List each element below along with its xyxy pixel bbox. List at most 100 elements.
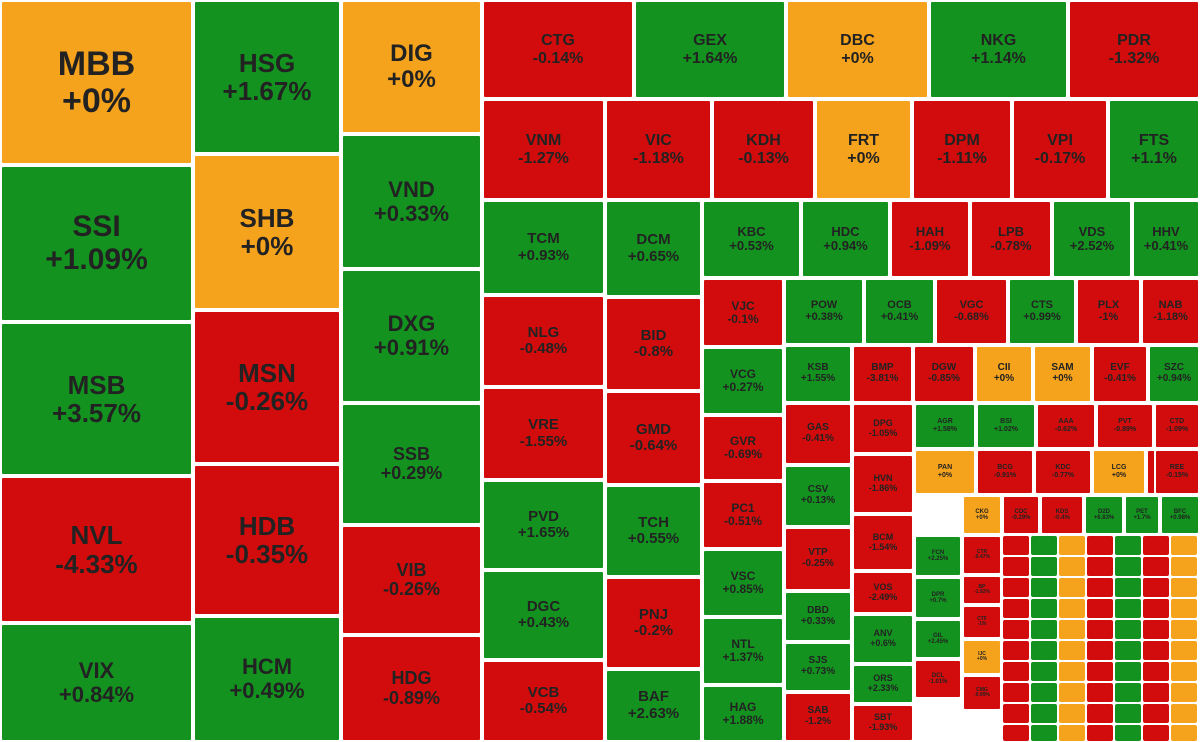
minor-tile[interactable] xyxy=(1142,619,1170,640)
minor-tile[interactable] xyxy=(1086,556,1114,577)
tile-vix[interactable]: VIX +0.84% xyxy=(0,623,193,742)
minor-tile[interactable] xyxy=(1142,598,1170,619)
tile-ctr[interactable]: CTR -0.47% xyxy=(962,535,1002,575)
minor-tile[interactable] xyxy=(1002,640,1030,661)
minor-tile[interactable] xyxy=(1002,682,1030,703)
tile-pnj[interactable]: PNJ -0.2% xyxy=(605,577,702,669)
minor-tile[interactable] xyxy=(1142,682,1170,703)
minor-tile[interactable] xyxy=(1086,598,1114,619)
minor-tile[interactable] xyxy=(1086,535,1114,556)
tile-dig[interactable]: DIG +0% xyxy=(341,0,482,134)
tile-hcm[interactable]: HCM +0.49% xyxy=(193,616,341,742)
tile-vtp[interactable]: VTP -0.25% xyxy=(784,527,852,591)
tile-kdh[interactable]: KDH -0.13% xyxy=(712,99,815,200)
tile-kds[interactable]: KDS -0.4% xyxy=(1040,495,1084,535)
tile-nab[interactable]: NAB -1.18% xyxy=(1141,278,1200,345)
minor-tile[interactable] xyxy=(1058,619,1086,640)
tile-aaa[interactable]: AAA -0.62% xyxy=(1036,403,1096,449)
tile-fcn[interactable]: FCN +2.25% xyxy=(914,535,962,577)
tile-nkg[interactable]: NKG +1.14% xyxy=(929,0,1068,99)
minor-tile[interactable] xyxy=(1086,703,1114,724)
tile-bsi[interactable]: BSI +1.02% xyxy=(976,403,1036,449)
tile-shb[interactable]: SHB +0% xyxy=(193,154,341,310)
tile-cii[interactable]: CII +0% xyxy=(975,345,1033,403)
minor-tile[interactable] xyxy=(1058,577,1086,598)
minor-tile[interactable] xyxy=(1086,577,1114,598)
tile-hdb[interactable]: HDB -0.35% xyxy=(193,464,341,616)
tile-sjs[interactable]: SJS +0.73% xyxy=(784,642,852,692)
tile-sam[interactable]: SAM +0% xyxy=(1033,345,1092,403)
tile-vds[interactable]: VDS +2.52% xyxy=(1052,200,1132,278)
minor-tile[interactable] xyxy=(1058,661,1086,682)
tile-agr[interactable]: AGR +1.58% xyxy=(914,403,976,449)
tile-ctg[interactable]: CTG -0.14% xyxy=(482,0,634,99)
tile-ckg[interactable]: CKG +0% xyxy=(962,495,1002,535)
tile-frt[interactable]: FRT +0% xyxy=(815,99,912,200)
minor-tile[interactable] xyxy=(1002,556,1030,577)
minor-tile[interactable] xyxy=(1142,640,1170,661)
tile-anv[interactable]: ANV +0.6% xyxy=(852,614,914,664)
tile-dcm[interactable]: DCM +0.65% xyxy=(605,200,702,297)
tile-mbb[interactable]: MBB +0% xyxy=(0,0,193,165)
minor-tile[interactable] xyxy=(1058,703,1086,724)
minor-tile[interactable] xyxy=(1114,598,1142,619)
minor-tile[interactable] xyxy=(1170,640,1198,661)
tile-hhv[interactable]: HHV +0.41% xyxy=(1132,200,1200,278)
minor-tile[interactable] xyxy=(1058,640,1086,661)
minor-tile[interactable] xyxy=(1086,661,1114,682)
minor-tile[interactable] xyxy=(1114,703,1142,724)
minor-tile[interactable] xyxy=(1170,577,1198,598)
minor-tile[interactable] xyxy=(1114,577,1142,598)
minor-tile[interactable] xyxy=(1058,556,1086,577)
tile-sab[interactable]: SAB -1.2% xyxy=(784,692,852,742)
minor-tile[interactable] xyxy=(1114,640,1142,661)
minor-tile[interactable] xyxy=(1142,703,1170,724)
tile-baf[interactable]: BAF +2.63% xyxy=(605,669,702,742)
minor-tile[interactable] xyxy=(1170,619,1198,640)
minor-tile[interactable] xyxy=(1058,598,1086,619)
tile-ctd[interactable]: CTD -1.09% xyxy=(1154,403,1200,449)
minor-tile[interactable] xyxy=(1030,598,1058,619)
minor-tile[interactable] xyxy=(1002,577,1030,598)
minor-tile[interactable] xyxy=(1142,661,1170,682)
tile-ntl[interactable]: NTL +1.37% xyxy=(702,617,784,685)
tile-vpi[interactable]: VPI -0.17% xyxy=(1012,99,1108,200)
minor-tile[interactable] xyxy=(1030,556,1058,577)
tile-hdg[interactable]: HDG -0.89% xyxy=(341,635,482,742)
tile-ksb[interactable]: KSB +1.55% xyxy=(784,345,852,403)
minor-tile[interactable] xyxy=(1086,682,1114,703)
tile-cts[interactable]: CTS +0.99% xyxy=(1008,278,1076,345)
tile-bcg[interactable]: BCG -0.91% xyxy=(976,449,1034,495)
tile-vnd[interactable]: VND +0.33% xyxy=(341,134,482,269)
minor-tile[interactable] xyxy=(1058,535,1086,556)
minor-tile[interactable] xyxy=(1114,535,1142,556)
minor-tile[interactable] xyxy=(1142,535,1170,556)
tile-nvl[interactable]: NVL -4.33% xyxy=(0,476,193,623)
tile-vre[interactable]: VRE -1.55% xyxy=(482,387,605,480)
tile-pow[interactable]: POW +0.38% xyxy=(784,278,864,345)
minor-tile[interactable] xyxy=(1114,661,1142,682)
tile-sbt[interactable]: SBT -1.93% xyxy=(852,704,914,742)
tile-dbd[interactable]: DBD +0.33% xyxy=(784,591,852,642)
minor-tile[interactable] xyxy=(1170,598,1198,619)
minor-tile[interactable] xyxy=(1002,724,1030,742)
tile-dpg[interactable]: DPG -1.05% xyxy=(852,403,914,454)
minor-tile[interactable] xyxy=(1030,640,1058,661)
minor-tile[interactable] xyxy=(1030,661,1058,682)
minor-tile[interactable] xyxy=(1142,577,1170,598)
minor-tile[interactable] xyxy=(1142,724,1170,742)
minor-tile[interactable] xyxy=(1114,619,1142,640)
tile-kdc[interactable]: KDC -0.77% xyxy=(1034,449,1092,495)
tile-ocb[interactable]: OCB +0.41% xyxy=(864,278,935,345)
tile-gmd[interactable]: GMD -0.64% xyxy=(605,391,702,485)
minor-tile[interactable] xyxy=(1058,682,1086,703)
minor-tile[interactable] xyxy=(1002,598,1030,619)
tile-cdc[interactable]: CDC -0.29% xyxy=(1002,495,1040,535)
tile-dgw[interactable]: DGW -0.85% xyxy=(913,345,975,403)
minor-tile[interactable] xyxy=(1030,682,1058,703)
tile-msb[interactable]: MSB +3.57% xyxy=(0,322,193,476)
tile-gil[interactable]: GIL +2.45% xyxy=(914,619,962,659)
tile-kbc[interactable]: KBC +0.53% xyxy=(702,200,801,278)
tile-gas[interactable]: GAS -0.41% xyxy=(784,403,852,465)
minor-tile[interactable] xyxy=(1030,577,1058,598)
